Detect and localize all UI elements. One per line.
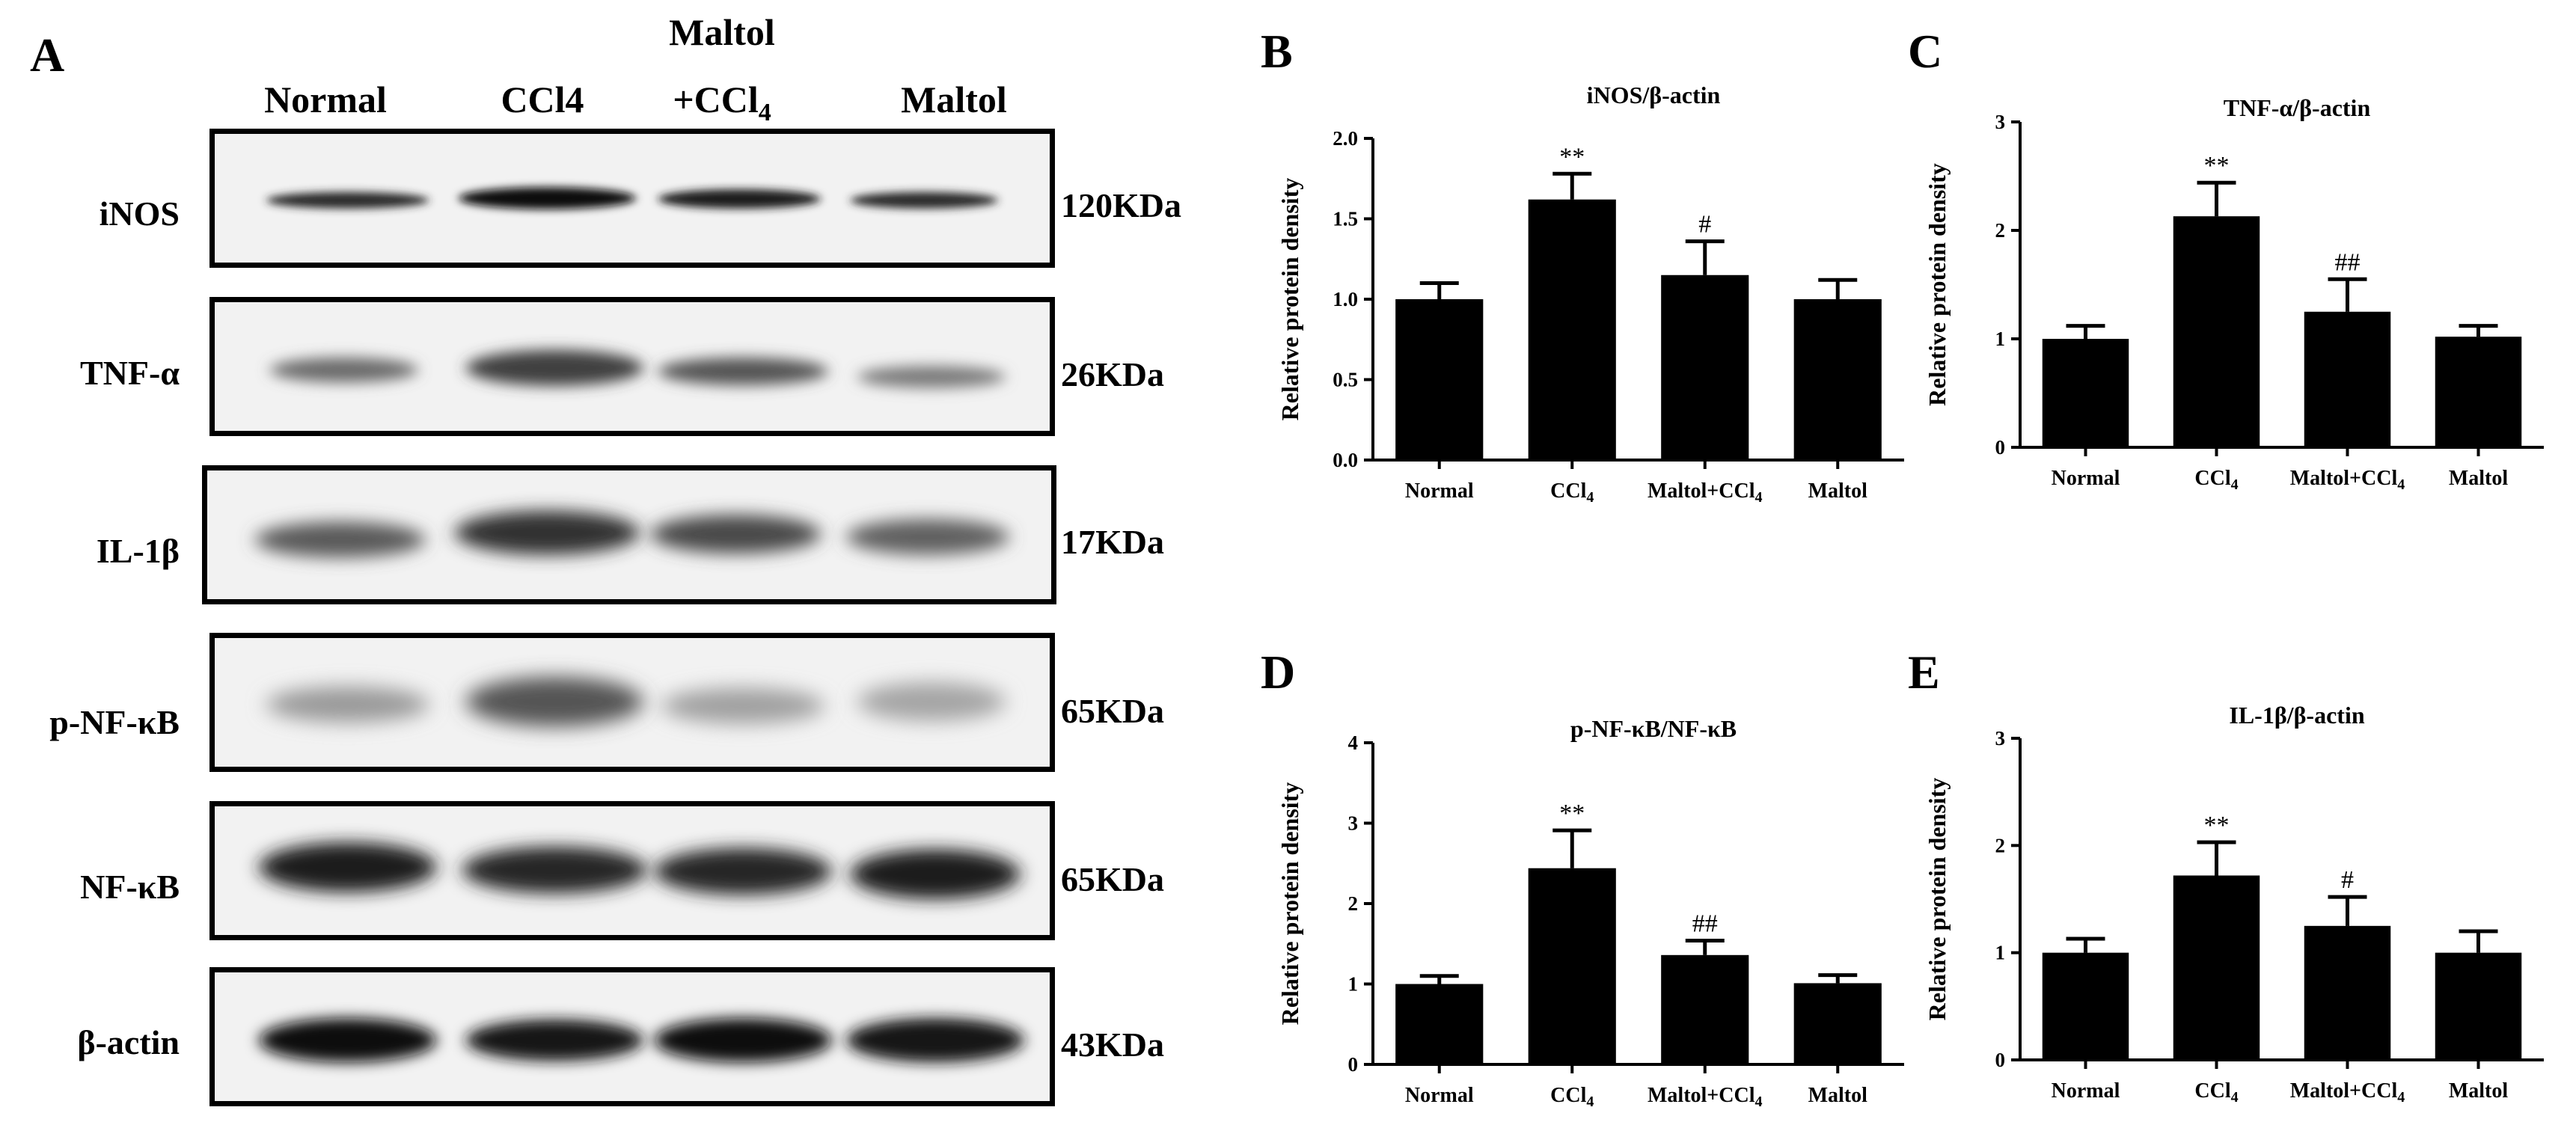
y-tick-label-d: 3 bbox=[1348, 812, 1359, 835]
x-tick-label-b: CCl4 bbox=[1550, 479, 1594, 506]
bar-c bbox=[2173, 216, 2260, 447]
chart-d: Dp-NF-κB/NF-κB Relative protein density 0 1… bbox=[1261, 646, 1904, 1110]
bar-d bbox=[1793, 983, 1882, 1064]
x-tick-label-c: CCl4 bbox=[2194, 467, 2238, 493]
blot-band-nfkb bbox=[209, 801, 1055, 940]
panel-letter-d: D bbox=[1261, 646, 1295, 699]
bar-d bbox=[1661, 954, 1749, 1064]
bar-e bbox=[2304, 925, 2391, 1060]
y-tick-label-b: 1.0 bbox=[1333, 288, 1358, 310]
x-tick-label-c: Maltol bbox=[2449, 467, 2509, 490]
chart-c: C TNF-α/β-actin Relative protein density 0 1… bbox=[1908, 25, 2544, 493]
chart-title-d: p-NF-κB/NF-κB bbox=[1570, 715, 1737, 742]
kda-label-inos: 120KDa bbox=[1061, 186, 1181, 224]
x-tick-label-c: Maltol+CCl4 bbox=[2290, 467, 2405, 493]
y-tick-label-b: 1.5 bbox=[1333, 208, 1358, 230]
protein-label-inos: iNOS bbox=[99, 194, 180, 233]
y-axis-label-c: Relative protein density bbox=[1924, 163, 1951, 406]
significance-mark-b: ** bbox=[1559, 143, 1585, 171]
y-tick-label-e: 3 bbox=[1995, 727, 2006, 749]
chart-e: E IL-1β/β-actin Relative protein density 0 1… bbox=[1908, 646, 2544, 1106]
x-tick-label-e: Normal bbox=[2052, 1079, 2120, 1103]
x-tick-label-e: Maltol+CCl4 bbox=[2290, 1079, 2405, 1106]
y-tick-label-d: 2 bbox=[1348, 892, 1359, 915]
chart-title-e: IL-1β/β-actin bbox=[2229, 702, 2364, 729]
significance-mark-d: ## bbox=[1692, 910, 1718, 937]
protein-label-p-nfkb: p-NF-κB bbox=[49, 703, 180, 741]
y-axis-label-b: Relative protein density bbox=[1276, 178, 1303, 421]
y-tick-label-e: 0 bbox=[1995, 1049, 2006, 1071]
bar-c bbox=[2435, 337, 2522, 447]
y-tick-label-d: 4 bbox=[1348, 732, 1359, 754]
blot-band-inos bbox=[209, 129, 1055, 268]
kda-label-p-nfkb: 65KDa bbox=[1061, 692, 1164, 730]
blot-band-tnf bbox=[209, 297, 1055, 436]
chart-title-c: TNF-α/β-actin bbox=[2224, 94, 2371, 121]
protein-label-il1b: IL-1β bbox=[96, 532, 180, 570]
y-tick-label-c: 1 bbox=[1995, 328, 2006, 350]
bar-e bbox=[2435, 952, 2522, 1060]
kda-label-il1b: 17KDa bbox=[1061, 523, 1164, 561]
x-tick-label-b: Maltol+CCl4 bbox=[1648, 479, 1763, 506]
x-tick-label-d: Normal bbox=[1405, 1084, 1474, 1107]
kda-label-beta-actin: 43KDa bbox=[1061, 1026, 1164, 1064]
bar-b bbox=[1528, 199, 1616, 460]
x-tick-label-d: CCl4 bbox=[1550, 1084, 1594, 1110]
x-tick-label-c: Normal bbox=[2052, 467, 2120, 490]
protein-label-nfkb: NF-κB bbox=[80, 868, 180, 906]
bar-c bbox=[2042, 339, 2129, 447]
y-axis-label-e: Relative protein density bbox=[1924, 778, 1951, 1021]
significance-mark-b: # bbox=[1698, 211, 1711, 239]
panel-letter-c: C bbox=[1908, 25, 1942, 78]
x-tick-label-d: Maltol bbox=[1808, 1084, 1868, 1107]
blot-band-il1b bbox=[202, 465, 1056, 604]
y-tick-label-c: 3 bbox=[1995, 111, 2006, 133]
panel-letter-e: E bbox=[1908, 646, 1940, 699]
bar-e bbox=[2042, 952, 2129, 1060]
bar-e bbox=[2173, 875, 2260, 1060]
bar-d bbox=[1528, 868, 1616, 1064]
bar-b bbox=[1395, 299, 1484, 460]
bar-c bbox=[2304, 311, 2391, 447]
y-tick-label-c: 2 bbox=[1995, 219, 2006, 242]
bar-b bbox=[1793, 299, 1882, 460]
lane-header-maltol: Maltol bbox=[669, 11, 775, 53]
significance-mark-c: ** bbox=[2204, 152, 2230, 180]
x-tick-label-e: Maltol bbox=[2449, 1079, 2509, 1103]
y-tick-label-e: 2 bbox=[1995, 834, 2006, 856]
significance-mark-c: ## bbox=[2335, 248, 2361, 276]
y-tick-label-e: 1 bbox=[1995, 942, 2006, 964]
y-tick-label-d: 1 bbox=[1348, 973, 1359, 996]
x-tick-label-d: Maltol+CCl4 bbox=[1648, 1084, 1763, 1110]
blot-band-beta-actin bbox=[209, 967, 1055, 1106]
bar-d bbox=[1395, 984, 1484, 1064]
kda-label-tnf: 26KDa bbox=[1061, 355, 1164, 393]
significance-mark-e: ** bbox=[2204, 812, 2230, 839]
y-tick-label-d: 0 bbox=[1348, 1053, 1359, 1076]
x-tick-label-b: Normal bbox=[1405, 479, 1474, 503]
y-tick-label-b: 0.5 bbox=[1333, 369, 1358, 391]
y-tick-label-b: 2.0 bbox=[1333, 127, 1358, 150]
bar-b bbox=[1661, 275, 1749, 460]
panel-letter-a: A bbox=[30, 28, 65, 82]
significance-mark-d: ** bbox=[1559, 800, 1585, 827]
y-axis-label-d: Relative protein density bbox=[1276, 782, 1303, 1026]
protein-label-tnf: TNF-α bbox=[80, 354, 180, 392]
lane-label-maltol-ccl4: +CCl4 bbox=[673, 79, 771, 126]
lane-label-normal: Normal bbox=[264, 79, 387, 120]
protein-label-beta-actin: β-actin bbox=[77, 1023, 180, 1061]
y-tick-label-c: 0 bbox=[1995, 436, 2006, 459]
x-tick-label-e: CCl4 bbox=[2194, 1079, 2238, 1106]
kda-label-nfkb: 65KDa bbox=[1061, 860, 1164, 898]
lane-label-ccl4: CCl4 bbox=[501, 79, 584, 120]
lane-label-maltol: Maltol bbox=[901, 79, 1007, 120]
blot-band-p-nfkb bbox=[209, 633, 1055, 772]
panel-letter-b: B bbox=[1261, 25, 1293, 78]
y-tick-label-b: 0.0 bbox=[1333, 449, 1358, 471]
significance-mark-e: # bbox=[2341, 866, 2354, 894]
x-tick-label-b: Maltol bbox=[1808, 479, 1868, 503]
chart-title-b: iNOS/β-actin bbox=[1587, 82, 1721, 108]
